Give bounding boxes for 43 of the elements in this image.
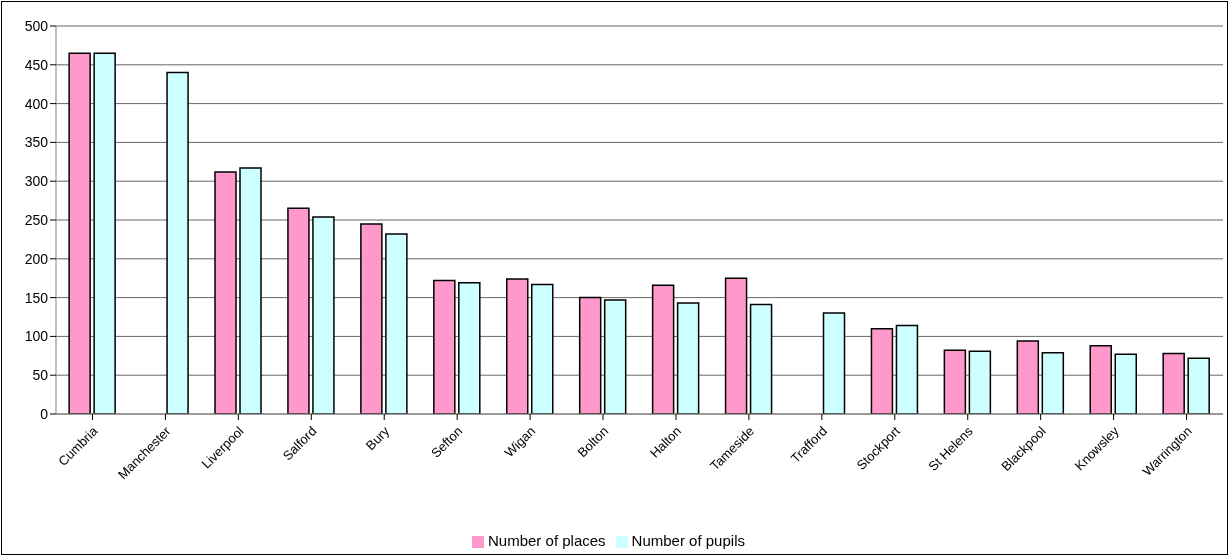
bar bbox=[1162, 352, 1185, 414]
y-tick-label: 0 bbox=[40, 405, 49, 422]
y-tick-label: 50 bbox=[32, 367, 49, 384]
bar bbox=[749, 303, 773, 414]
bar bbox=[968, 350, 992, 414]
bar bbox=[433, 279, 456, 414]
bar bbox=[943, 349, 967, 414]
bar bbox=[287, 207, 310, 414]
bar bbox=[360, 223, 383, 414]
y-tick-label: 400 bbox=[24, 95, 49, 112]
y-tick-label: 350 bbox=[24, 134, 49, 151]
y-tick-label: 150 bbox=[24, 289, 49, 306]
bar bbox=[822, 312, 846, 414]
y-tick-label: 250 bbox=[24, 211, 49, 228]
bar bbox=[166, 71, 189, 414]
bar bbox=[1041, 351, 1065, 414]
bar bbox=[1114, 353, 1137, 414]
bar bbox=[214, 171, 237, 414]
bar bbox=[531, 283, 554, 414]
bar bbox=[1016, 340, 1040, 414]
y-tick-label: 100 bbox=[24, 328, 49, 345]
bar bbox=[312, 216, 335, 414]
legend-label: Number of places bbox=[488, 532, 606, 549]
y-tick-label: 300 bbox=[24, 173, 49, 190]
bar bbox=[1187, 357, 1210, 414]
bar bbox=[651, 284, 675, 414]
bar bbox=[870, 327, 894, 414]
bar bbox=[506, 278, 529, 414]
bar bbox=[458, 282, 481, 414]
legend-label: Number of pupils bbox=[631, 532, 745, 549]
bar bbox=[1089, 344, 1112, 414]
bar bbox=[724, 277, 748, 414]
y-tick-label: 500 bbox=[24, 17, 49, 34]
bar bbox=[578, 296, 602, 414]
y-tick-label: 450 bbox=[24, 56, 49, 73]
y-tick-label: 200 bbox=[24, 250, 49, 267]
bar bbox=[676, 302, 700, 414]
bar bbox=[385, 233, 408, 414]
bar bbox=[603, 299, 627, 414]
bar bbox=[239, 167, 262, 414]
bar bbox=[93, 52, 116, 414]
bar bbox=[68, 52, 91, 414]
bar bbox=[895, 324, 919, 414]
